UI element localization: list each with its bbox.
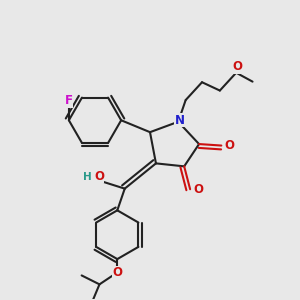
Text: O: O bbox=[112, 266, 122, 279]
Text: N: N bbox=[175, 114, 185, 127]
Text: O: O bbox=[233, 60, 243, 73]
Text: O: O bbox=[94, 170, 104, 183]
Text: O: O bbox=[194, 183, 203, 196]
Text: F: F bbox=[65, 94, 73, 107]
Text: O: O bbox=[225, 139, 235, 152]
Text: H: H bbox=[82, 172, 91, 182]
